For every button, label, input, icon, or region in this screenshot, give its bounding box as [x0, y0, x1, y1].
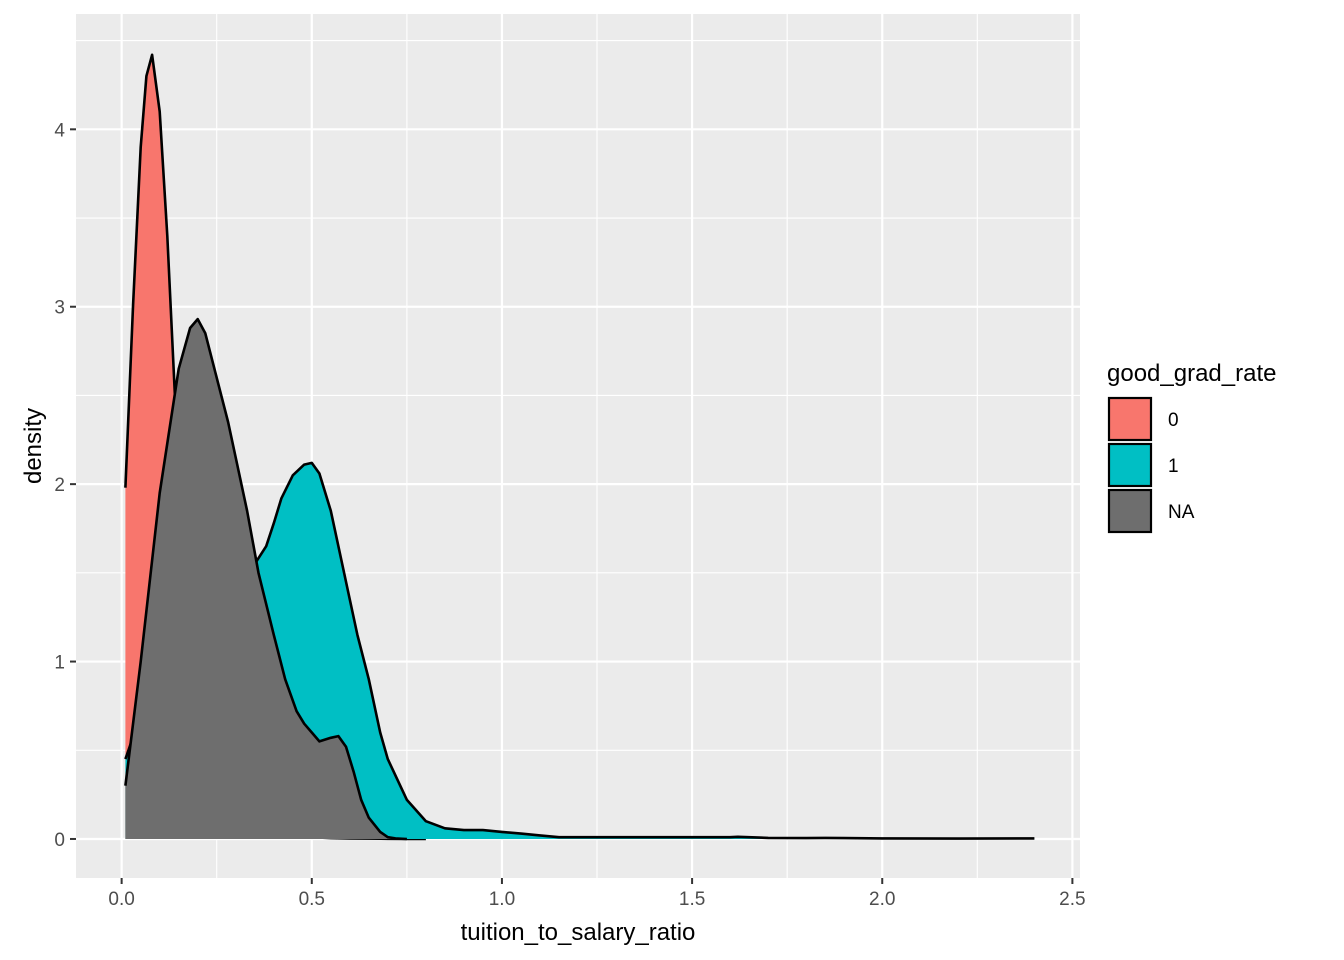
x-tick-label: 0.5 — [299, 889, 325, 910]
x-axis-title: tuition_to_salary_ratio — [461, 919, 696, 946]
x-tick-label: 1.0 — [489, 889, 515, 910]
legend-swatch-0 — [1107, 396, 1153, 442]
grid-lines — [76, 14, 1080, 878]
density-areas — [124, 53, 1035, 841]
legend-title: good_grad_rate — [1107, 360, 1276, 387]
y-axis: 0 1 2 3 4 — [54, 120, 76, 851]
x-tick-label: 0.0 — [108, 889, 134, 910]
legend-label-na: NA — [1168, 502, 1195, 523]
legend-swatch-1 — [1107, 442, 1153, 488]
legend-label-1: 1 — [1168, 456, 1179, 477]
x-tick-label: 1.5 — [679, 889, 705, 910]
y-tick-label: 4 — [54, 120, 65, 141]
x-tick-label: 2.5 — [1059, 889, 1085, 910]
y-tick-label: 3 — [54, 298, 65, 319]
density-area-na — [125, 319, 407, 840]
density-area-1 — [125, 462, 1035, 839]
density-curve-na — [124, 317, 407, 841]
x-tick-label: 2.0 — [869, 889, 895, 910]
y-tick-label: 0 — [54, 830, 65, 851]
y-tick-label: 2 — [54, 475, 65, 496]
legend-swatch-na — [1107, 488, 1153, 534]
x-axis: 0.0 0.5 1.0 1.5 2.0 2.5 — [108, 878, 1086, 910]
legend-label-0: 0 — [1168, 410, 1179, 431]
y-tick-label: 1 — [54, 653, 65, 674]
y-axis-title: density — [20, 408, 47, 484]
legend: good_grad_rate 0 1 NA — [1107, 360, 1276, 534]
